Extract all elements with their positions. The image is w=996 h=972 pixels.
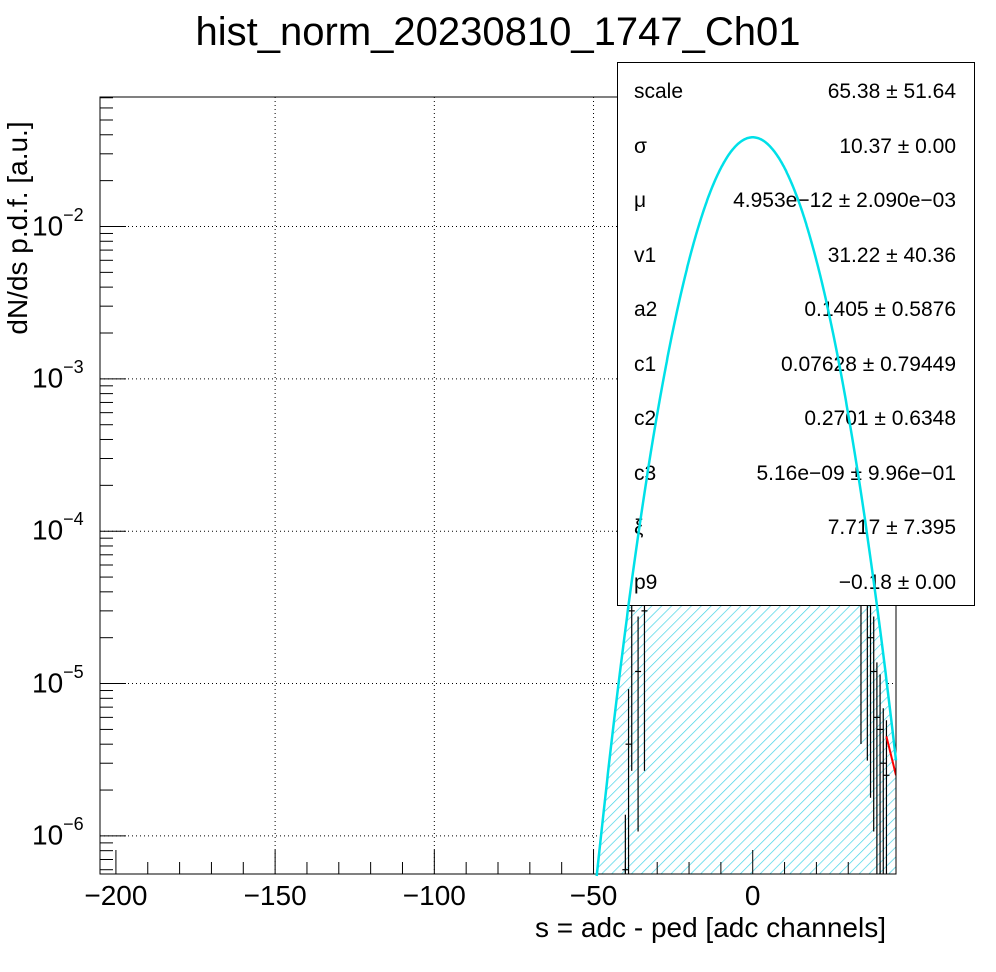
y-tick-exponent: −4 bbox=[63, 509, 84, 530]
y-tick-exponent: −5 bbox=[63, 661, 84, 682]
stats-param-value: 7.717 ± 7.395 bbox=[827, 516, 956, 539]
y-tick-base: 10 bbox=[32, 362, 64, 394]
stats-param-name: ξ bbox=[634, 516, 644, 539]
stats-param-value: −0.18 ± 0.00 bbox=[838, 570, 956, 594]
y-tick-label: 10−4 bbox=[32, 509, 84, 546]
y-tick-exponent: −2 bbox=[63, 204, 84, 225]
y-tick-exponent: −6 bbox=[63, 813, 84, 834]
stats-param-value: 4.953e−12 ± 2.090e−03 bbox=[733, 189, 956, 212]
y-tick-label: 10−5 bbox=[32, 662, 84, 699]
stats-param-value: 0.1405 ± 0.5876 bbox=[804, 298, 956, 321]
stats-row: scale 65.38 ± 51.64 bbox=[618, 80, 974, 120]
stats-row: a2 0.1405 ± 0.5876 bbox=[618, 298, 974, 338]
stats-param-name: μ bbox=[634, 189, 647, 212]
x-tick-label: −100 bbox=[402, 880, 466, 911]
stats-row: ξ 7.717 ± 7.395 bbox=[618, 516, 974, 556]
stats-param-name: p9 bbox=[634, 570, 658, 594]
stats-param-value: 5.16e−09 ± 9.96e−01 bbox=[756, 461, 956, 485]
chart-title: hist_norm_20230810_1747_Ch01 bbox=[195, 10, 801, 54]
stats-row: c1 0.07628 ± 0.79449 bbox=[618, 353, 974, 393]
y-tick-base: 10 bbox=[32, 666, 64, 698]
stats-row: c3 5.16e−09 ± 9.96e−01 bbox=[618, 462, 974, 502]
x-tick-label: −200 bbox=[84, 880, 148, 911]
stats-param-name: v1 bbox=[634, 243, 657, 267]
x-tick-label: 0 bbox=[744, 880, 761, 911]
x-tick-label: −50 bbox=[569, 880, 618, 911]
stats-row: p9 −0.18 ± 0.00 bbox=[618, 571, 974, 611]
y-tick-label: 10−3 bbox=[32, 357, 84, 394]
y-tick-base: 10 bbox=[32, 514, 64, 546]
stats-param-value: 0.07628 ± 0.79449 bbox=[780, 352, 956, 376]
stats-param-name: scale bbox=[634, 80, 684, 103]
stats-param-value: 31.22 ± 40.36 bbox=[827, 243, 956, 267]
y-tick-exponent: −3 bbox=[63, 356, 84, 377]
stats-row: μ 4.953e−12 ± 2.090e−03 bbox=[618, 189, 974, 229]
stats-param-name: c3 bbox=[634, 461, 657, 485]
stats-row: c2 0.2701 ± 0.6348 bbox=[618, 407, 974, 447]
y-tick-base: 10 bbox=[32, 819, 64, 851]
x-axis-label: s = adc - ped [adc channels] bbox=[535, 912, 886, 943]
stats-row: σ 10.37 ± 0.00 bbox=[618, 135, 974, 175]
x-tick-label: −150 bbox=[243, 880, 307, 911]
fit-stats-box: scale 65.38 ± 51.64 σ 10.37 ± 0.00 μ 4.953e−1… bbox=[617, 62, 975, 606]
y-tick-label: 10−2 bbox=[32, 205, 84, 242]
stats-param-value: 0.2701 ± 0.6348 bbox=[804, 407, 956, 430]
stats-row: v1 31.22 ± 40.36 bbox=[618, 244, 974, 284]
stats-param-name: σ bbox=[634, 134, 647, 158]
y-tick-label: 10−6 bbox=[32, 814, 84, 851]
stats-param-name: c1 bbox=[634, 352, 657, 376]
y-tick-base: 10 bbox=[32, 209, 64, 241]
stats-param-value: 65.38 ± 51.64 bbox=[827, 80, 956, 103]
stats-param-value: 10.37 ± 0.00 bbox=[839, 134, 956, 158]
stats-param-name: c2 bbox=[634, 407, 657, 430]
stats-param-name: a2 bbox=[634, 298, 658, 321]
